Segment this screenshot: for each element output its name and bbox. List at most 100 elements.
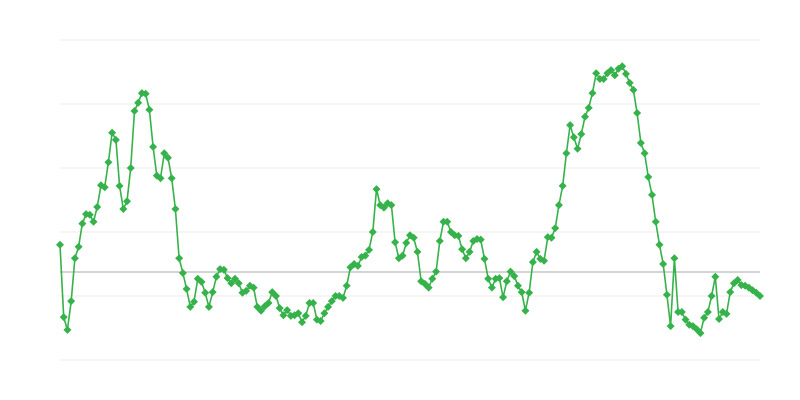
data-point[interactable] xyxy=(681,315,690,324)
data-point[interactable] xyxy=(372,185,381,194)
data-point[interactable] xyxy=(141,89,150,98)
data-point[interactable] xyxy=(581,112,589,121)
data-point[interactable] xyxy=(234,279,243,288)
data-point[interactable] xyxy=(167,174,176,183)
data-point[interactable] xyxy=(56,240,64,249)
data-point[interactable] xyxy=(59,313,68,322)
data-point[interactable] xyxy=(89,217,98,226)
data-point[interactable] xyxy=(182,284,191,293)
data-point[interactable] xyxy=(569,133,578,142)
data-point[interactable] xyxy=(621,69,630,78)
data-point[interactable] xyxy=(391,238,400,247)
data-point[interactable] xyxy=(338,293,347,302)
data-point[interactable] xyxy=(454,231,463,240)
data-point[interactable] xyxy=(204,302,213,311)
data-point[interactable] xyxy=(283,306,292,315)
data-point[interactable] xyxy=(547,233,556,242)
data-point[interactable] xyxy=(715,315,724,324)
data-point[interactable] xyxy=(435,236,444,245)
data-point[interactable] xyxy=(651,217,660,226)
data-point[interactable] xyxy=(361,251,370,260)
data-point[interactable] xyxy=(640,149,649,158)
data-point[interactable] xyxy=(607,66,616,75)
data-point[interactable] xyxy=(588,89,597,98)
data-point[interactable] xyxy=(279,311,288,320)
data-point[interactable] xyxy=(636,139,645,148)
data-point[interactable] xyxy=(186,302,195,311)
data-point[interactable] xyxy=(242,286,251,295)
data-point[interactable] xyxy=(625,78,634,87)
data-point[interactable] xyxy=(696,329,705,338)
data-point[interactable] xyxy=(402,238,411,247)
data-point[interactable] xyxy=(212,272,221,281)
data-point[interactable] xyxy=(327,297,336,306)
data-point[interactable] xyxy=(577,130,586,139)
data-point[interactable] xyxy=(190,297,199,306)
data-point[interactable] xyxy=(85,210,94,219)
data-point[interactable] xyxy=(398,251,407,260)
data-point[interactable] xyxy=(201,288,210,297)
data-point[interactable] xyxy=(301,311,310,320)
data-point[interactable] xyxy=(703,308,712,316)
data-point[interactable] xyxy=(316,316,325,325)
data-point[interactable] xyxy=(495,274,504,283)
data-point[interactable] xyxy=(368,228,377,236)
data-point[interactable] xyxy=(78,219,87,228)
data-point[interactable] xyxy=(134,98,143,107)
data-point[interactable] xyxy=(264,299,273,308)
data-point[interactable] xyxy=(108,128,117,137)
data-point[interactable] xyxy=(428,274,437,283)
data-point[interactable] xyxy=(257,306,266,315)
data-point[interactable] xyxy=(309,299,318,308)
data-point[interactable] xyxy=(432,267,441,276)
data-point[interactable] xyxy=(271,292,280,300)
data-point[interactable] xyxy=(320,309,329,318)
data-point[interactable] xyxy=(521,306,530,315)
data-point[interactable] xyxy=(633,108,642,117)
data-point[interactable] xyxy=(506,267,515,276)
data-point[interactable] xyxy=(100,183,109,192)
data-point[interactable] xyxy=(484,274,493,283)
data-point[interactable] xyxy=(379,203,388,212)
data-point[interactable] xyxy=(160,149,169,158)
data-point[interactable] xyxy=(756,292,764,300)
data-point[interactable] xyxy=(554,201,563,210)
data-point[interactable] xyxy=(566,121,575,130)
data-point[interactable] xyxy=(123,197,132,206)
data-point[interactable] xyxy=(424,283,433,292)
data-point[interactable] xyxy=(197,277,206,286)
data-point[interactable] xyxy=(733,276,742,284)
data-point[interactable] xyxy=(294,309,303,318)
data-point[interactable] xyxy=(707,292,716,300)
data-point[interactable] xyxy=(461,254,470,263)
data-point[interactable] xyxy=(677,308,686,316)
data-point[interactable] xyxy=(156,174,165,183)
data-point[interactable] xyxy=(219,265,228,274)
data-point[interactable] xyxy=(67,297,76,306)
data-point[interactable] xyxy=(528,258,537,267)
data-point[interactable] xyxy=(558,181,567,190)
data-point[interactable] xyxy=(510,272,519,281)
data-point[interactable] xyxy=(618,62,627,71)
data-point[interactable] xyxy=(599,75,608,84)
data-point[interactable] xyxy=(387,201,396,210)
data-point[interactable] xyxy=(70,254,79,263)
data-point[interactable] xyxy=(592,69,601,78)
data-point[interactable] xyxy=(175,254,184,263)
data-point[interactable] xyxy=(249,283,258,292)
data-point[interactable] xyxy=(149,142,158,151)
data-point[interactable] xyxy=(163,153,172,162)
data-point[interactable] xyxy=(648,190,657,199)
data-point[interactable] xyxy=(443,217,452,226)
data-point[interactable] xyxy=(119,204,128,213)
data-point[interactable] xyxy=(353,261,362,270)
data-point[interactable] xyxy=(231,274,239,283)
data-point[interactable] xyxy=(540,256,549,265)
data-point[interactable] xyxy=(275,304,284,313)
data-point[interactable] xyxy=(465,247,474,256)
data-point[interactable] xyxy=(584,103,593,112)
data-point[interactable] xyxy=(111,135,120,144)
data-point[interactable] xyxy=(532,247,541,256)
data-point[interactable] xyxy=(227,279,236,288)
data-point[interactable] xyxy=(517,288,526,297)
